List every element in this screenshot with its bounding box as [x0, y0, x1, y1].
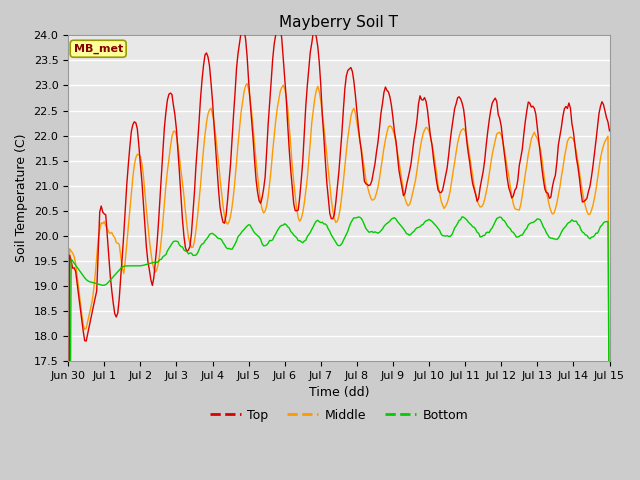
- Top: [79, 328, 87, 334]
- Middle: [404, 203, 412, 209]
- Bottom: [403, 231, 410, 237]
- Bottom: [165, 246, 173, 252]
- X-axis label: Time (dd): Time (dd): [308, 386, 369, 399]
- Top: [541, 186, 548, 192]
- Middle: [374, 185, 382, 191]
- Title: Mayberry Soil T: Mayberry Soil T: [279, 15, 398, 30]
- Top: [165, 91, 173, 97]
- Line: Top: Top: [68, 26, 609, 480]
- Middle: [541, 179, 548, 184]
- Bottom: [541, 226, 548, 232]
- Middle: [165, 156, 173, 162]
- Bottom: [390, 215, 398, 221]
- Middle: [243, 81, 251, 86]
- Top: [374, 140, 382, 145]
- Legend: Top, Middle, Bottom: Top, Middle, Bottom: [205, 404, 473, 427]
- Bottom: [372, 229, 380, 235]
- Top: [273, 23, 281, 29]
- Top: [404, 175, 412, 181]
- Text: MB_met: MB_met: [74, 44, 123, 54]
- Middle: [79, 322, 87, 328]
- Line: Middle: Middle: [68, 84, 609, 480]
- Bottom: [605, 473, 613, 479]
- Top: [392, 138, 400, 144]
- Bottom: [79, 273, 87, 278]
- Middle: [392, 140, 400, 146]
- Line: Bottom: Bottom: [68, 217, 609, 480]
- Top: [605, 128, 613, 134]
- Y-axis label: Soil Temperature (C): Soil Temperature (C): [15, 134, 28, 263]
- Bottom: [458, 214, 466, 220]
